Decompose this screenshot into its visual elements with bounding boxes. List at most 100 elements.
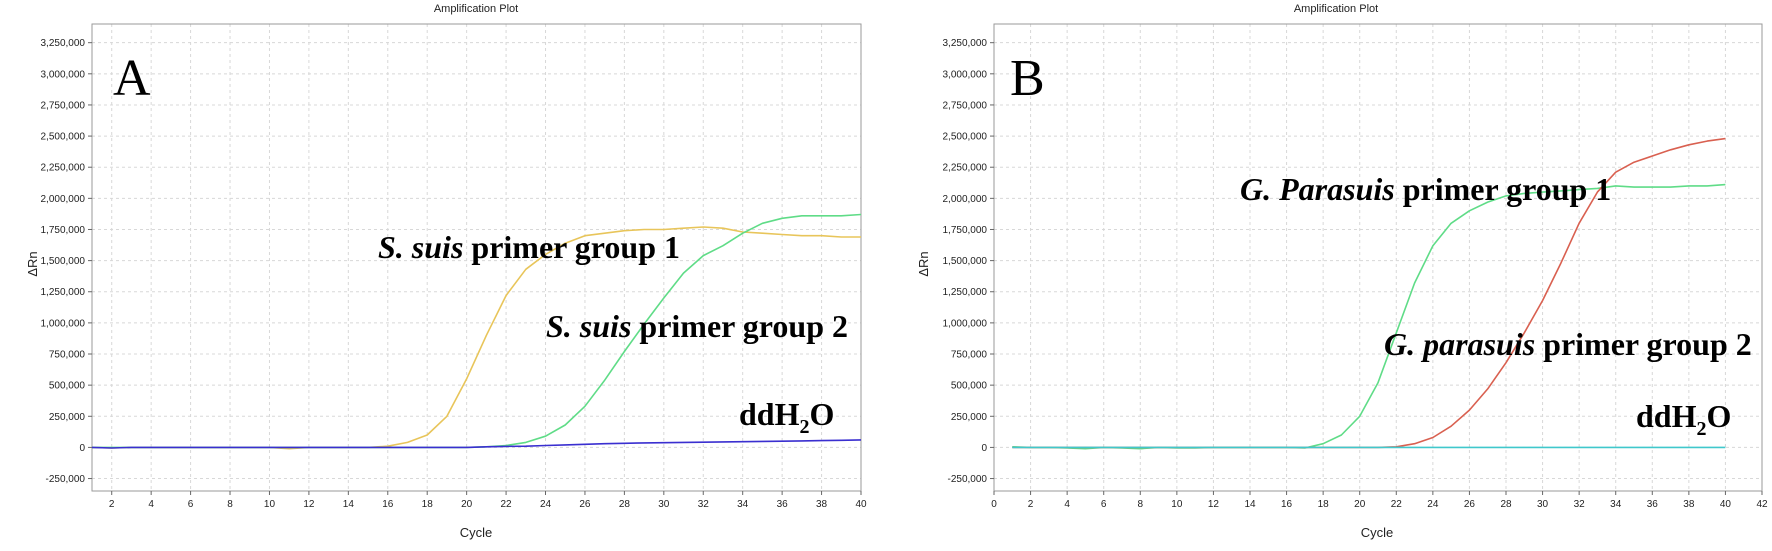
annotation-control: ddH2O — [1636, 398, 1731, 440]
y-tick-label: 2,000,000 — [943, 194, 988, 205]
series-line-3 — [91, 439, 862, 449]
y-tick-label: 3,250,000 — [943, 38, 988, 49]
y-tick-label: 2,500,000 — [41, 132, 86, 143]
annotation-label: primer group 2 — [631, 308, 848, 344]
annotation-subscript: 2 — [1696, 418, 1706, 440]
annotation-series-1: G. Parasuis primer group 1 — [1240, 171, 1611, 207]
y-tick-label: 2,250,000 — [943, 163, 988, 174]
annotation-base: ddH — [1636, 398, 1697, 434]
y-tick-label: 2,750,000 — [41, 100, 86, 111]
annotation-control: ddH2O — [739, 396, 834, 438]
annotation-tail: O — [1706, 398, 1731, 434]
y-tick-label: 0 — [981, 443, 987, 454]
y-tick-label: 1,750,000 — [41, 225, 86, 236]
annotation-species: G. Parasuis — [1240, 171, 1395, 207]
series-lines — [91, 213, 862, 450]
y-tick-label: 3,250,000 — [41, 38, 86, 49]
y-tick-label: 0 — [79, 443, 85, 454]
x-tick-label: 8 — [227, 499, 233, 510]
panel-a: Amplification Plot -250,000 0 250,000 500,0… — [25, 3, 867, 540]
annotation-series-2: S. suis primer group 2 — [546, 308, 848, 344]
annotation-label: primer group 1 — [463, 229, 680, 265]
y-tick-label: 500,000 — [49, 381, 86, 392]
x-tick-label: 42 — [1756, 499, 1768, 510]
y-tick-label: 3,000,000 — [41, 69, 86, 80]
annotation-label: primer group 2 — [1535, 326, 1752, 362]
x-tick-label: 34 — [737, 499, 749, 510]
x-tick-label: 32 — [1574, 499, 1586, 510]
y-tick-label: 250,000 — [49, 412, 86, 423]
y-axis-title: ΔRn — [916, 251, 931, 276]
x-tick-label: 30 — [1537, 499, 1549, 510]
y-axis-title: ΔRn — [25, 251, 40, 276]
x-axis-title: Cycle — [460, 525, 493, 540]
x-tick-label: 38 — [1683, 499, 1695, 510]
x-tick-label: 40 — [855, 499, 867, 510]
x-tick-label: 22 — [501, 499, 513, 510]
x-tick-label: 10 — [264, 499, 276, 510]
y-tick-label: 1,250,000 — [943, 287, 988, 298]
annotation-series-2: G. parasuis primer group 2 — [1384, 326, 1752, 362]
x-tick-label: 26 — [579, 499, 591, 510]
x-tick-label: 36 — [777, 499, 789, 510]
x-tick-label: 30 — [658, 499, 670, 510]
panel-letter: A — [113, 50, 151, 107]
y-tick-label: -250,000 — [948, 474, 988, 485]
x-tick-label: 38 — [816, 499, 828, 510]
x-tick-label: 14 — [343, 499, 355, 510]
y-tick-label: 1,500,000 — [41, 256, 86, 267]
x-tick-label: 20 — [461, 499, 473, 510]
y-tick-label: 2,250,000 — [41, 163, 86, 174]
x-tick-label: 32 — [698, 499, 710, 510]
annotation-species: S. suis — [546, 308, 631, 344]
x-tick-label: 16 — [1281, 499, 1293, 510]
y-tick-label: -250,000 — [46, 474, 86, 485]
y-axis: -250,000 0 250,000 500,000 750,000 1,000,000 1… — [41, 38, 92, 485]
y-tick-label: 1,000,000 — [943, 318, 988, 329]
annotation-tail: O — [809, 396, 834, 432]
x-tick-label: 24 — [1427, 499, 1439, 510]
panel-letter: B — [1010, 50, 1045, 107]
x-tick-label: 12 — [303, 499, 315, 510]
plot-frame — [91, 23, 862, 492]
x-tick-label: 14 — [1244, 499, 1256, 510]
series-line-1 — [1012, 183, 1726, 450]
x-tick-label: 6 — [1101, 499, 1107, 510]
y-tick-label: 1,250,000 — [41, 287, 86, 298]
y-tick-label: 250,000 — [951, 412, 988, 423]
x-tick-label: 22 — [1391, 499, 1403, 510]
x-tick-label: 28 — [1500, 499, 1512, 510]
x-tick-label: 10 — [1171, 499, 1183, 510]
x-tick-label: 2 — [1028, 499, 1034, 510]
annotation-species: S. suis — [378, 229, 463, 265]
series-lines — [1012, 137, 1726, 450]
plot-title: Amplification Plot — [434, 3, 518, 15]
y-tick-label: 750,000 — [49, 350, 86, 361]
x-axis: 2 4 6 8 10 12 14 16 18 20 22 24 26 28 30 32 34 36 38 40 — [109, 491, 867, 510]
plot-title: Amplification Plot — [1294, 3, 1378, 15]
x-tick-label: 0 — [991, 499, 997, 510]
y-tick-label: 2,500,000 — [943, 132, 988, 143]
plot-frame — [993, 23, 1763, 492]
x-tick-label: 34 — [1610, 499, 1622, 510]
y-tick-label: 1,500,000 — [943, 256, 988, 267]
y-tick-label: 2,000,000 — [41, 194, 86, 205]
y-tick-label: 1,750,000 — [943, 225, 988, 236]
annotation-species: G. parasuis — [1384, 326, 1535, 362]
x-tick-label: 28 — [619, 499, 631, 510]
annotation-label: primer group 1 — [1395, 171, 1612, 207]
x-tick-label: 20 — [1354, 499, 1366, 510]
annotation-subscript: 2 — [799, 416, 809, 438]
y-tick-label: 3,000,000 — [943, 69, 988, 80]
x-tick-label: 18 — [1318, 499, 1330, 510]
y-tick-label: 2,750,000 — [943, 100, 988, 111]
x-tick-label: 16 — [382, 499, 394, 510]
x-tick-label: 36 — [1647, 499, 1659, 510]
x-tick-label: 4 — [148, 499, 154, 510]
x-axis: 0 2 4 6 8 10 12 14 16 18 20 22 24 26 28 30 32 34 36 38 40 42 — [991, 491, 1768, 510]
annotation-series-1: S. suis primer group 1 — [378, 229, 680, 265]
x-tick-label: 24 — [540, 499, 552, 510]
x-tick-label: 2 — [109, 499, 115, 510]
panel-b: Amplification Plot -250,000 0 250,000 500,0… — [916, 3, 1768, 540]
